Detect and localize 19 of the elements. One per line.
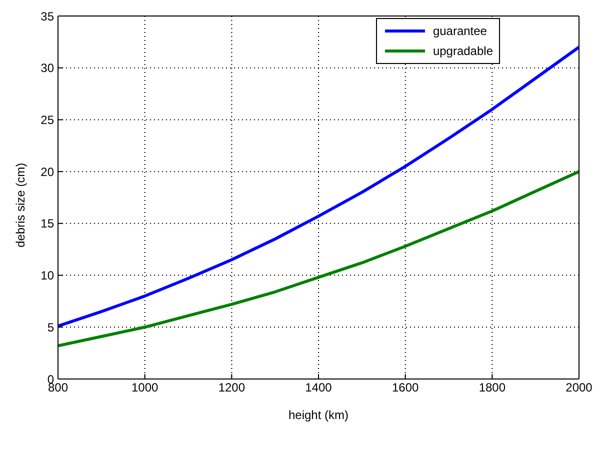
x-tick-label: 1600	[392, 380, 420, 395]
y-tick-label: 25	[40, 112, 54, 127]
line-series	[58, 46, 579, 328]
y-tick-label: 10	[40, 268, 54, 283]
x-tick-label: 1400	[305, 380, 332, 395]
x-tick-label: 1800	[478, 380, 506, 395]
line-series	[58, 170, 579, 348]
x-tick-label: 1200	[218, 380, 246, 395]
y-axis-title: debris size (cm)	[13, 162, 28, 248]
x-axis-title: height (km)	[288, 408, 349, 422]
y-tick-label: 20	[40, 164, 54, 179]
y-tick-label: 30	[40, 61, 54, 76]
x-tick-label: 1000	[131, 380, 159, 395]
legend-label: upgradable	[432, 44, 493, 58]
y-tick-label: 5	[47, 320, 54, 334]
x-tick-label: 2000	[566, 380, 593, 395]
y-tick-label: 15	[40, 216, 54, 231]
legend-label: guarantee	[432, 24, 487, 38]
y-tick-label: 35	[40, 9, 54, 24]
